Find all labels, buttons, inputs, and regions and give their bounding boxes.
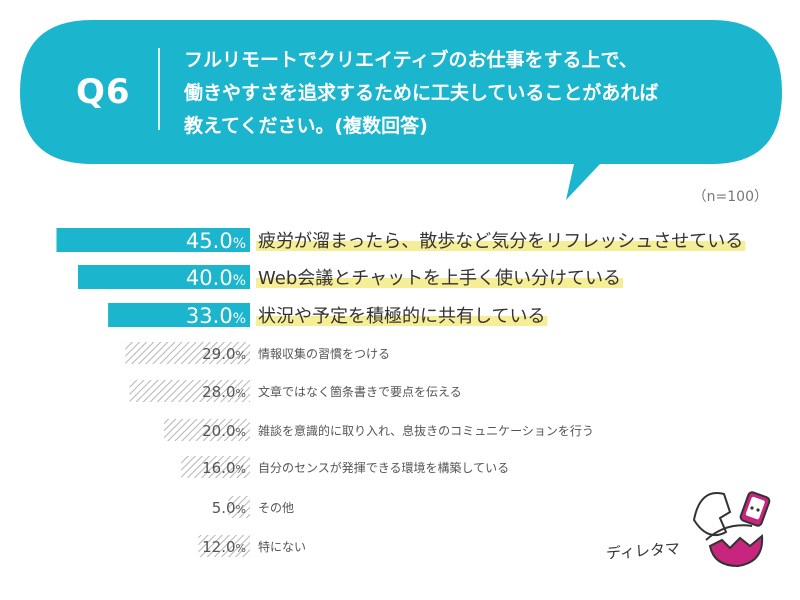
egg-mascot-icon [692,491,771,568]
value-label-5: 28.0% [202,383,246,401]
bar-8 [228,496,250,518]
category-label-7: 自分のセンスが発揮できる環境を構築している [258,460,509,475]
bar-7 [181,456,250,478]
category-label-5: 文章ではなく箇条書きで要点を伝える [258,384,462,399]
question-text: フルリモートでクリエイティブのお仕事をする上で、 働きやすさを追求するために工夫… [184,44,764,143]
value-label-2: 40.0% [186,266,246,290]
bar-6 [164,419,250,441]
category-label-4: 情報収集の習慣をつける [258,346,390,361]
category-label-2: Web会議とチャットを上手く使い分けている [258,268,621,289]
question-bubble [20,20,782,200]
question-line-1: フルリモートでクリエイティブのお仕事をする上で、 [184,49,638,71]
value-label-8: 5.0% [212,499,246,517]
value-label-3: 33.0% [186,304,246,328]
category-label-9: 特にない [258,539,306,554]
category-label-3: 状況や予定を積極的に共有している [258,306,545,327]
question-divider [158,48,160,130]
bar-4 [125,342,250,364]
bar-2 [78,265,250,289]
category-label-8: その他 [258,501,294,515]
value-label-9: 12.0% [202,538,246,556]
category-label-1: 疲労が溜まったら、散歩など気分をリフレッシュさせている [258,231,743,252]
label-highlight-3 [256,316,548,326]
bar-1 [56,228,250,252]
value-label-7: 16.0% [202,459,246,477]
bar-5 [129,380,250,402]
question-line-3: 教えてください。(複数回答) [184,115,428,137]
value-label-6: 20.0% [202,422,246,440]
category-label-6: 雑談を意識的に取り入れ、息抜きのコミュニケーションを行う [258,423,594,438]
sample-size: （n=100） [692,189,768,205]
label-highlight-2 [256,278,624,288]
value-label-1: 45.0% [186,229,246,253]
bar-9 [198,535,250,557]
label-highlight-1 [256,241,746,251]
question-number: Q6 [76,72,131,112]
question-line-2: 働きやすさを追求するために工夫していることがあれば [184,82,659,104]
value-label-4: 29.0% [202,345,246,363]
bar-3 [108,303,250,327]
